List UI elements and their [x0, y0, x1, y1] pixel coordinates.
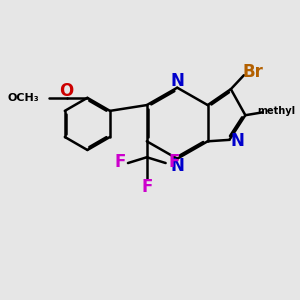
Text: Br: Br: [0, 299, 1, 300]
Text: Br: Br: [243, 63, 264, 81]
Text: F: F: [141, 178, 152, 196]
Text: O: O: [0, 299, 1, 300]
Text: O: O: [0, 299, 1, 300]
Text: F: F: [0, 299, 1, 300]
Text: methyl: methyl: [258, 106, 296, 116]
Text: OCH₃: OCH₃: [8, 93, 39, 103]
Text: N: N: [170, 72, 184, 90]
Text: F: F: [0, 299, 1, 300]
Text: F: F: [0, 299, 1, 300]
Text: F: F: [114, 154, 125, 172]
Text: N: N: [170, 157, 184, 175]
Text: O: O: [59, 82, 73, 100]
Text: N: N: [0, 299, 1, 300]
Text: N: N: [0, 299, 1, 300]
Text: methyl: methyl: [0, 299, 1, 300]
Text: F: F: [168, 154, 179, 172]
Text: N: N: [231, 132, 244, 150]
Text: N: N: [0, 299, 1, 300]
